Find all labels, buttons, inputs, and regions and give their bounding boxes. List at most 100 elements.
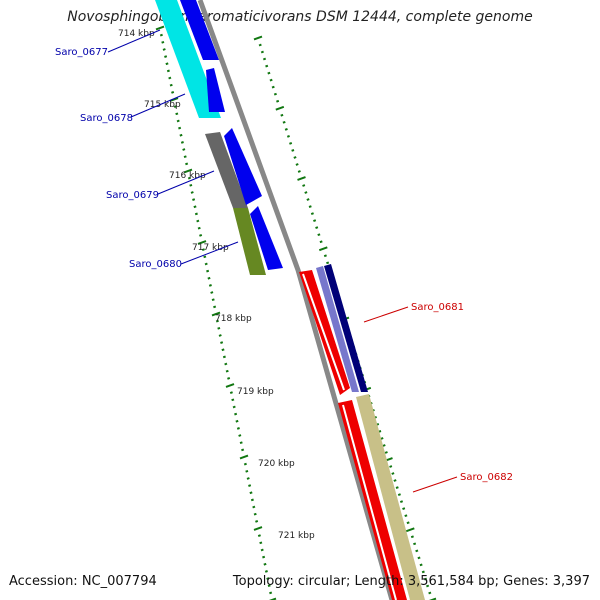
scale-tick-inner [253,526,263,531]
scale-tick-inner [253,512,257,516]
scale-tick-inner [207,276,211,280]
scale-tick-inner [264,570,268,573]
feature-khaki-0682 [356,394,425,600]
scale-tick-inner [155,25,165,31]
kbp-label: 721 kbp [278,531,315,541]
feature-olive-0680 [233,208,266,275]
scale-tick-inner [194,212,198,216]
scale-tick-inner [197,240,207,245]
scale-tick-outer [289,141,293,145]
scale-tick-outer [393,479,397,482]
scale-tick-outer [276,99,280,103]
scale-tick-inner [220,341,224,344]
gene-label-saro-0680[interactable]: Saro_0680 [129,259,182,270]
scale-tick-inner [225,369,229,373]
scale-tick-outer [421,570,425,574]
scale-tick-inner [164,55,168,58]
scale-tick-inner [189,183,193,187]
scale-tick-inner [235,419,239,423]
scale-tick-inner [232,405,236,409]
scale-tick-inner [267,584,271,588]
scale-tick-inner [197,226,201,230]
gene-label-saro-0682[interactable]: Saro_0682 [460,472,513,483]
scale-tick-inner [246,477,250,480]
scale-tick-inner [250,498,254,502]
scale-tick-outer [304,191,308,194]
feature-red-highlight [342,404,397,600]
scale-tick-inner [268,597,277,600]
scale-tick-outer [419,563,423,567]
scale-tick-inner [229,391,233,395]
feature-red-highlight-0681 [302,273,345,391]
gene-callouts: Saro_0677 Saro_0678 Saro_0679 Saro_0680 … [55,29,513,493]
scale-tick-inner [180,141,184,144]
gene-label-saro-0681[interactable]: Saro_0681 [411,302,464,313]
genome-backbone [197,0,395,600]
kbp-labels: 714 kbp 715 kbp 716 kbp 717 kbp 718 kbp … [118,29,315,541]
scale-tick-inner [206,269,210,273]
feature-blue-0680 [250,206,283,270]
feature-blue-0677 [180,0,219,60]
scale-tick-outer [326,261,330,265]
scale-tick-outer [389,465,393,468]
feature-cyan-0677 [155,0,221,118]
scale-tick-outer [319,240,323,244]
scale-tick-outer [280,113,284,117]
gene-label-saro-0678[interactable]: Saro_0678 [80,113,133,124]
scale-tick-inner [185,162,189,166]
scale-tick-outer [282,120,286,124]
scale-tick-outer [406,521,410,525]
scale-tick-outer [323,254,327,258]
scale-tick-outer [380,437,384,440]
scale-tick-inner [260,548,264,552]
scale-tick-outer [318,246,328,252]
scale-tick-inner [165,62,169,66]
scale-tick-outer [265,64,269,68]
scale-tick-outer [428,591,432,595]
scale-tick-inner [190,191,194,194]
scale-tick-inner [257,534,261,538]
kbp-label: 719 kbp [237,387,274,397]
callout-line-0682 [412,476,458,493]
scale-tick-outer [382,444,386,447]
scale-tick-outer [391,472,395,475]
gene-label-saro-0679[interactable]: Saro_0679 [106,190,159,201]
kbp-label: 714 kbp [118,29,155,39]
scale-tick-inner [201,248,205,252]
scale-tick-inner [192,198,196,201]
scale-tick-inner [175,112,179,116]
scale-tick-inner [236,427,240,430]
scale-tick-inner [224,362,228,366]
scale-tick-inner [166,69,170,73]
scale-tick-inner [183,155,187,159]
scale-tick-outer [302,184,306,187]
scale-tick-outer [426,584,430,588]
scale-tick-inner [169,97,179,102]
scale-tick-inner [196,219,200,223]
scale-tick-inner [255,519,259,523]
scale-tick-inner [217,326,221,330]
scale-tick-inner [222,355,226,359]
callout-line-0680 [180,241,239,265]
gene-label-saro-0677[interactable]: Saro_0677 [55,47,108,58]
scale-tick-outer [275,105,285,111]
scale-tick-outer [410,535,414,539]
scale-tick-inner [263,562,267,566]
scale-tick-outer [399,500,404,504]
scale-tick-outer [415,549,419,553]
scale-tick-inner [171,90,175,94]
scale-tick-inner [161,40,165,44]
callout-line-0678 [130,93,186,118]
scale-tick-inner [187,176,191,180]
scale-tick-outer [423,577,428,581]
scale-tick-inner [243,462,247,466]
feature-navy-0681 [324,264,368,392]
scale-tick-inner [239,441,243,445]
scale-tick-outer [260,50,264,54]
accession-text: Accession: NC_007794 [9,574,157,589]
scale-tick-inner [245,469,249,473]
scale-tick-inner [211,298,215,302]
kbp-label: 720 kbp [258,459,295,469]
scale-tick-inner [218,334,222,337]
